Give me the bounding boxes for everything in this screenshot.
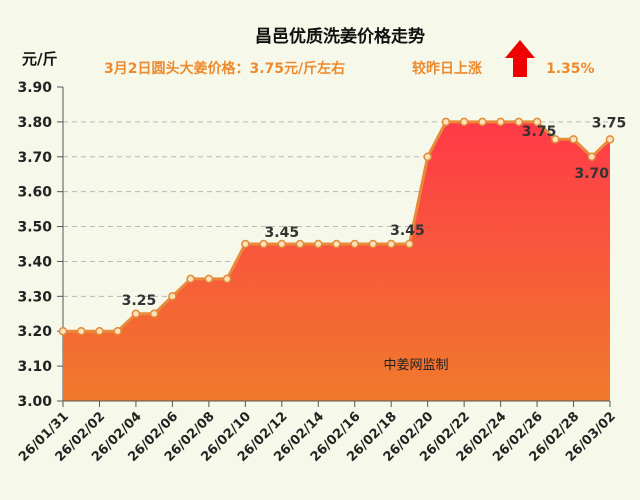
data-point	[186, 274, 195, 284]
data-point	[386, 239, 396, 249]
data-point	[459, 117, 469, 127]
y-tick-label: 3.50	[17, 220, 52, 236]
data-point	[532, 117, 542, 127]
y-tick-label: 3.10	[17, 359, 52, 375]
data-point	[405, 239, 414, 249]
data-point	[295, 239, 305, 249]
data-point	[58, 326, 68, 336]
y-tick-label: 3.20	[17, 324, 52, 340]
data-point	[241, 239, 250, 249]
change-percent: 1.35%	[546, 61, 595, 77]
x-axis: 26/01/3126/02/0226/02/0426/02/0626/02/08…	[16, 400, 619, 465]
data-labels: 3.25 3.45 3.45 3.75 3.70 3.75	[122, 115, 627, 308]
y-tick-label: 3.60	[17, 185, 52, 201]
data-point	[259, 239, 268, 249]
data-point	[222, 274, 232, 284]
chart-title: 昌邑优质洗姜价格走势	[255, 26, 425, 47]
change-text: 较昨日上涨	[412, 60, 482, 77]
data-point	[496, 117, 505, 127]
data-label: 3.75	[522, 124, 557, 140]
data-point	[131, 309, 141, 319]
data-point	[204, 274, 214, 284]
data-point	[332, 239, 341, 249]
up-arrow-icon	[505, 40, 535, 77]
data-label: 3.45	[265, 225, 300, 241]
data-label: 3.25	[122, 293, 157, 309]
data-point	[168, 292, 177, 301]
data-point	[350, 239, 359, 249]
data-point	[95, 326, 104, 336]
chart-subtitle: 3月2日圆头大姜价格：3.75元/斤左右	[104, 60, 345, 77]
watermark: 中姜网监制	[383, 358, 448, 373]
y-tick-label: 3.90	[17, 80, 52, 96]
data-point	[514, 117, 524, 127]
y-axis-unit: 元/斤	[22, 50, 57, 68]
data-point	[314, 239, 323, 249]
data-label: 3.75	[592, 115, 627, 131]
y-tick-label: 3.00	[17, 394, 52, 410]
data-point	[368, 239, 378, 249]
data-point	[113, 326, 122, 336]
y-tick-label: 3.70	[17, 150, 52, 166]
data-point	[551, 135, 560, 144]
data-point	[587, 152, 597, 162]
data-point	[441, 117, 451, 127]
data-point	[76, 326, 86, 336]
data-point	[605, 135, 615, 144]
price-area	[63, 121, 610, 402]
y-tick-label: 3.80	[17, 115, 52, 131]
data-markers	[58, 117, 615, 336]
data-label: 3.45	[390, 223, 425, 239]
y-tick-label: 3.30	[17, 289, 52, 305]
data-label: 3.70	[574, 166, 609, 182]
y-tick-label: 3.40	[17, 254, 52, 270]
data-point	[478, 117, 487, 127]
data-point	[149, 309, 159, 319]
data-point	[569, 135, 578, 144]
data-point	[277, 239, 287, 249]
data-point	[423, 152, 432, 162]
y-axis: 3.90 3.80 3.70 3.60 3.50 3.40 3.30 3.20 3.10 3.00	[17, 80, 64, 410]
